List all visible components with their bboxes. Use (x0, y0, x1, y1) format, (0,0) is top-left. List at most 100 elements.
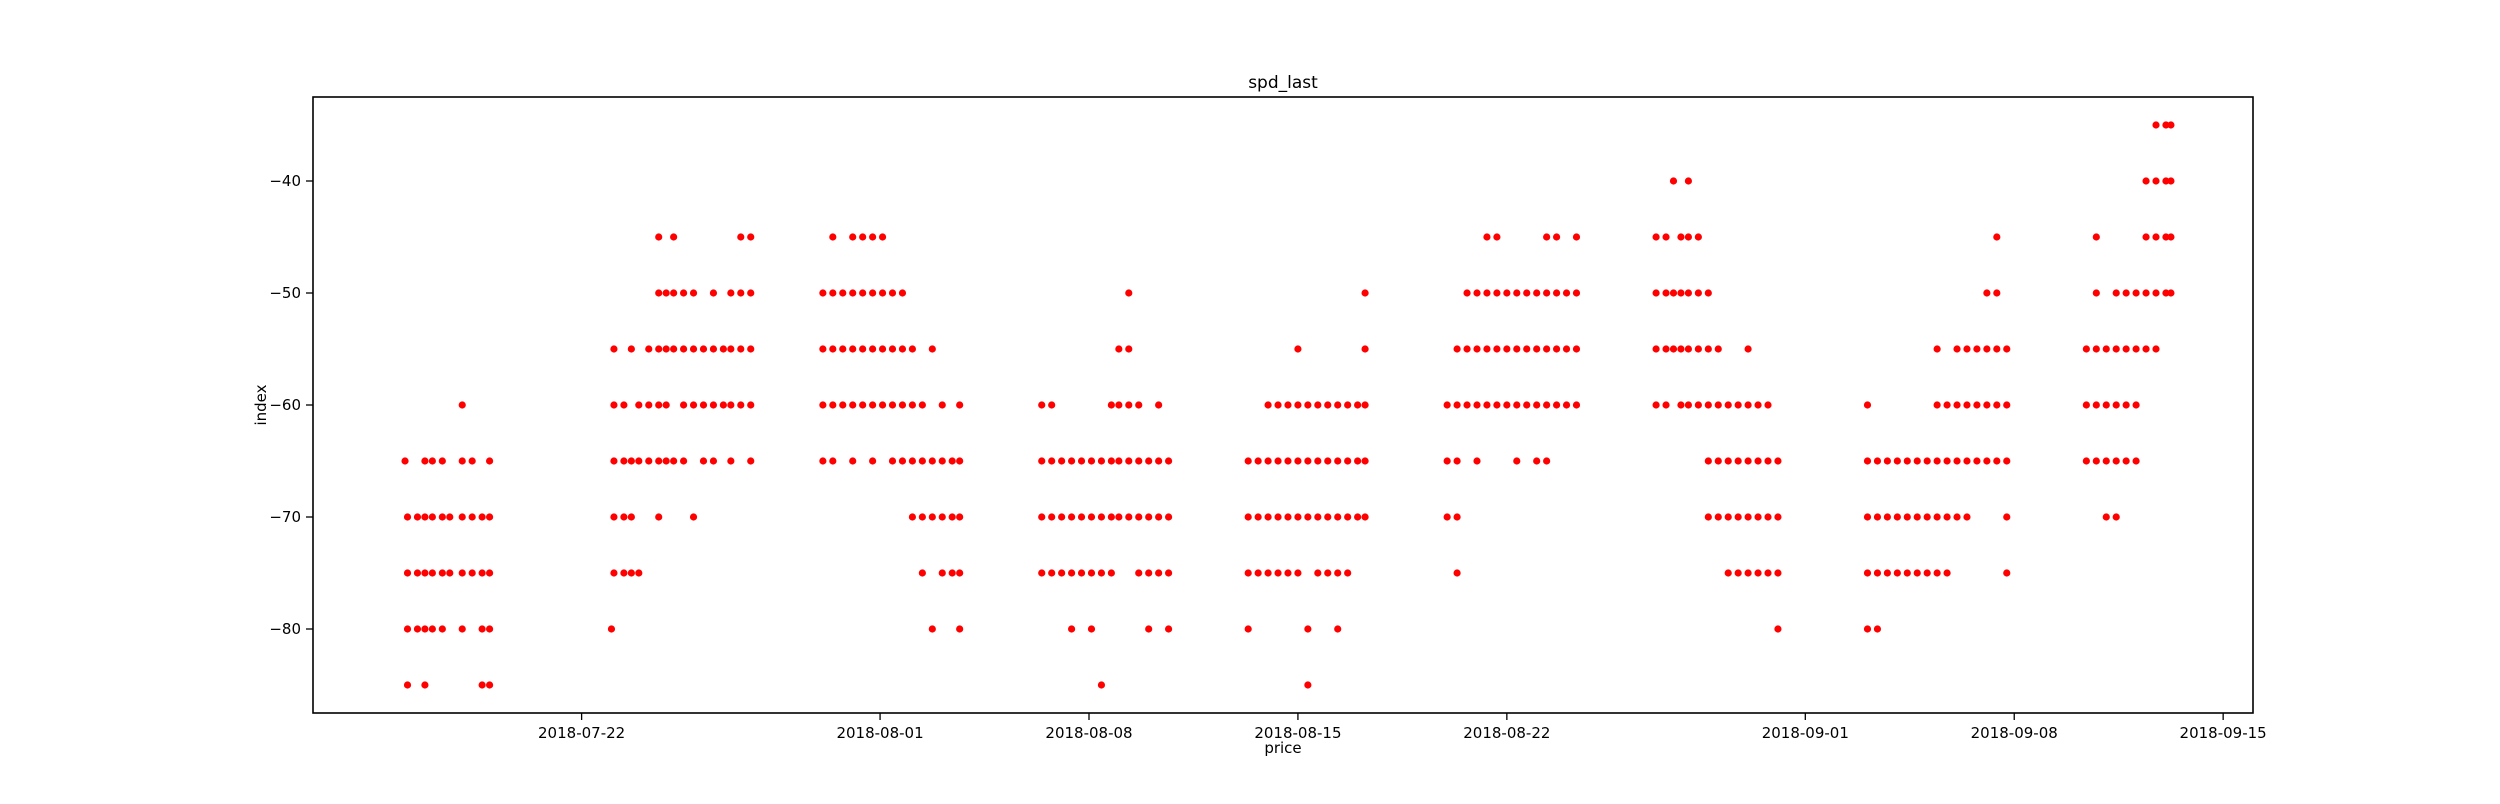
data-point (2142, 345, 2150, 353)
data-point (1923, 457, 1931, 465)
data-point (1067, 513, 1076, 521)
x-axis-label: price (1264, 739, 1301, 757)
data-point (1334, 401, 1342, 409)
data-point (2142, 233, 2150, 241)
y-tick-label: −50 (269, 284, 301, 302)
data-point (1933, 345, 1941, 353)
data-point (1893, 457, 1901, 465)
data-point (956, 513, 964, 521)
data-point (1662, 401, 1670, 409)
data-point (1058, 513, 1066, 521)
data-point (829, 289, 837, 297)
data-point (1483, 345, 1491, 353)
data-point (1135, 513, 1143, 521)
data-point (869, 401, 877, 409)
data-point (1993, 457, 2001, 465)
data-point (1883, 569, 1891, 577)
data-point (839, 345, 847, 353)
data-point (1562, 345, 1571, 353)
data-point (1774, 625, 1782, 633)
data-point (428, 569, 436, 577)
y-tick-label: −40 (269, 172, 301, 190)
data-point (2092, 345, 2100, 353)
data-point (1572, 289, 1581, 297)
data-point (1125, 457, 1133, 465)
data-point (849, 289, 857, 297)
data-point (1324, 569, 1332, 577)
data-point (1067, 457, 1076, 465)
data-point (670, 457, 678, 465)
data-point (1453, 457, 1461, 465)
data-point (1115, 401, 1123, 409)
data-point (1523, 401, 1531, 409)
data-point (689, 401, 698, 409)
data-point (1562, 289, 1571, 297)
data-point (1933, 457, 1941, 465)
data-point (458, 625, 466, 633)
data-point (1058, 569, 1066, 577)
data-point (1503, 345, 1511, 353)
data-point (1734, 569, 1742, 577)
data-point (2003, 569, 2011, 577)
data-point (1107, 457, 1115, 465)
data-point (2142, 289, 2150, 297)
data-point (709, 401, 718, 409)
data-point (1513, 345, 1521, 353)
data-point (478, 513, 486, 521)
data-points (401, 121, 2175, 689)
data-point (1943, 569, 1951, 577)
data-point (918, 401, 926, 409)
data-point (1284, 569, 1292, 577)
data-point (1087, 625, 1096, 633)
data-point (1067, 625, 1076, 633)
data-point (1324, 457, 1332, 465)
data-point (478, 569, 486, 577)
data-point (1973, 401, 1981, 409)
data-point (1983, 289, 1991, 297)
data-point (928, 345, 936, 353)
data-point (1993, 345, 2001, 353)
data-point (446, 513, 454, 521)
data-point (956, 569, 964, 577)
data-point (849, 233, 857, 241)
data-point (859, 401, 867, 409)
data-point (1754, 457, 1762, 465)
data-point (1164, 457, 1173, 465)
data-point (1244, 569, 1252, 577)
data-point (421, 625, 429, 633)
data-point (2102, 457, 2110, 465)
data-point (1115, 457, 1123, 465)
data-point (747, 289, 755, 297)
data-point (1097, 569, 1106, 577)
data-point (956, 401, 964, 409)
data-point (1953, 345, 1961, 353)
data-point (1463, 289, 1471, 297)
data-point (869, 289, 877, 297)
data-point (1473, 457, 1481, 465)
data-point (1264, 457, 1272, 465)
data-point (1684, 401, 1693, 409)
data-point (1473, 401, 1481, 409)
data-point (878, 401, 887, 409)
data-point (1107, 401, 1115, 409)
data-point (839, 401, 847, 409)
data-point (908, 457, 917, 465)
data-point (956, 457, 964, 465)
data-point (627, 345, 635, 353)
data-point (689, 345, 698, 353)
data-point (1443, 457, 1451, 465)
data-point (1993, 233, 2001, 241)
data-point (1973, 457, 1981, 465)
data-point (2112, 289, 2120, 297)
data-point (438, 457, 446, 465)
data-point (1097, 681, 1106, 689)
data-point (1294, 457, 1302, 465)
data-point (2152, 121, 2160, 129)
data-point (2167, 289, 2175, 297)
data-point (1463, 401, 1471, 409)
data-point (1669, 289, 1678, 297)
data-point (662, 457, 670, 465)
data-point (1304, 681, 1312, 689)
data-point (1058, 457, 1066, 465)
data-point (403, 625, 412, 633)
